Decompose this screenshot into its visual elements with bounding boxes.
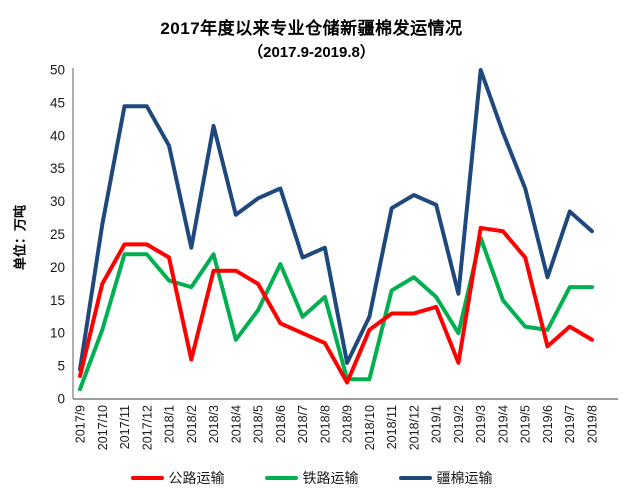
series-line-公路运输	[78, 225, 594, 385]
x-tick-label: 2018/11	[385, 405, 399, 449]
y-tick-label: 20	[50, 260, 65, 275]
chart-title: 2017年度以来专业仓储新疆棉发运情况	[160, 19, 463, 38]
y-tick-label: 5	[57, 359, 65, 374]
y-tick-label: 35	[50, 161, 65, 176]
y-tick-label: 50	[50, 63, 65, 78]
legend-item: 疆棉运输	[398, 468, 493, 488]
x-tick-label: 2017/10	[96, 405, 110, 450]
legend-swatch	[398, 476, 432, 480]
x-tick-label: 2018/2	[185, 405, 199, 443]
x-tick-label: 2019/7	[563, 405, 577, 443]
x-tick-label: 2018/10	[363, 405, 377, 450]
y-tick-label: 15	[50, 293, 65, 308]
legend-swatch	[264, 476, 298, 480]
y-tick-label: 0	[57, 392, 65, 407]
legend-swatch	[130, 476, 164, 480]
x-tick-label: 2018/5	[252, 405, 266, 443]
legend-item: 铁路运输	[264, 468, 359, 488]
x-tick-label: 2019/8	[586, 405, 600, 443]
legend-label: 疆棉运输	[436, 470, 493, 486]
x-tick-label: 2018/9	[341, 405, 355, 443]
chart-subtitle: （2017.9-2019.8）	[248, 44, 375, 61]
x-tick-label: 2019/5	[519, 405, 533, 443]
series-line-铁路运输	[78, 235, 594, 392]
y-tick-label: 25	[50, 227, 65, 242]
x-tick-label: 2018/3	[207, 405, 221, 443]
x-tick-label: 2019/1	[430, 405, 444, 443]
series-line-疆棉运输	[78, 68, 594, 372]
legend: 公路运输 铁路运输 疆棉运输	[0, 468, 623, 488]
y-tick-label: 10	[50, 326, 65, 341]
x-tick-label: 2019/4	[496, 405, 510, 443]
y-tick-label: 45	[50, 95, 65, 110]
x-tick-label: 2019/6	[541, 405, 555, 443]
legend-item: 公路运输	[130, 468, 225, 488]
x-tick-label: 2018/12	[407, 405, 421, 450]
x-tick-label: 2019/2	[452, 405, 466, 443]
x-tick-label: 2018/8	[318, 405, 332, 443]
x-tick-label: 2019/3	[474, 405, 488, 443]
x-tick-label: 2017/9	[74, 405, 88, 443]
legend-label: 公路运输	[168, 470, 225, 486]
y-tick-label: 40	[50, 128, 65, 143]
x-tick-label: 2018/6	[274, 405, 288, 443]
x-tick-label: 2017/11	[118, 405, 132, 449]
y-tick-label: 30	[50, 194, 65, 209]
x-tick-label: 2017/12	[140, 405, 154, 450]
x-tick-label: 2018/4	[229, 405, 243, 443]
legend-label: 铁路运输	[302, 470, 359, 486]
x-tick-label: 2018/1	[163, 405, 177, 443]
x-tick-label: 2018/7	[296, 405, 310, 443]
